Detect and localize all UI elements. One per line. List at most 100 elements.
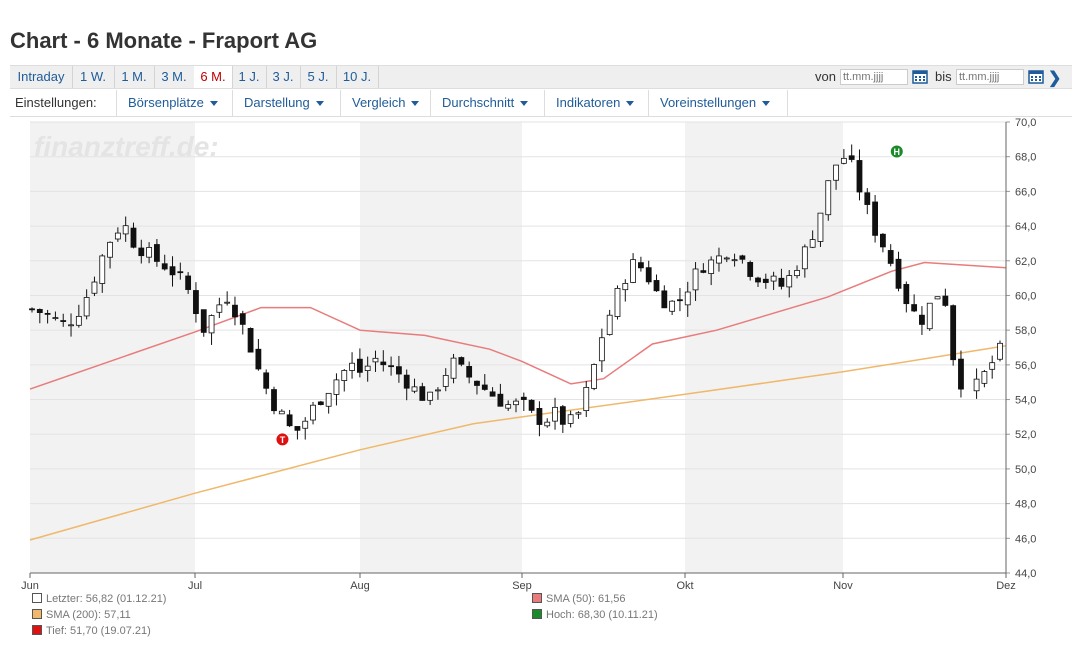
menu-vergleich[interactable]: Vergleich bbox=[340, 90, 430, 116]
candle-body bbox=[833, 164, 839, 181]
caret-down-icon bbox=[520, 101, 529, 107]
y-tick-label: 54,0 bbox=[1015, 395, 1036, 407]
candle-body bbox=[317, 401, 324, 405]
tab-1m[interactable]: 1 M. bbox=[114, 66, 155, 88]
y-tick-label: 70,0 bbox=[1015, 118, 1036, 129]
candle-body bbox=[794, 270, 800, 277]
legend-last: Letzter: 56,82 (01.12.21) bbox=[32, 593, 166, 605]
candle-body bbox=[630, 259, 636, 283]
tab-1j[interactable]: 1 J. bbox=[232, 66, 267, 88]
candle-body bbox=[60, 320, 67, 322]
candle-body bbox=[692, 268, 699, 291]
tab-1w[interactable]: 1 W. bbox=[72, 66, 115, 88]
candle-body bbox=[419, 386, 426, 401]
candle-body bbox=[333, 379, 340, 395]
x-tick-label: Dez bbox=[996, 580, 1016, 592]
legend-text: SMA (200): 57,11 bbox=[46, 609, 131, 621]
to-label: bis bbox=[935, 69, 952, 84]
low-marker bbox=[275, 432, 290, 447]
legend-swatch bbox=[32, 609, 42, 619]
tab-intraday[interactable]: Intraday bbox=[10, 66, 73, 88]
candle-body bbox=[278, 410, 285, 415]
candle-body bbox=[224, 301, 231, 304]
x-tick-label: Okt bbox=[676, 580, 693, 592]
candle-body bbox=[817, 212, 824, 242]
candle-body bbox=[981, 371, 988, 384]
calendar-icon[interactable] bbox=[912, 69, 928, 84]
y-tick-label: 50,0 bbox=[1015, 464, 1036, 476]
candle-body bbox=[575, 412, 582, 415]
caret-down-icon bbox=[411, 101, 420, 107]
candle-body bbox=[474, 380, 480, 386]
x-tick-label: Aug bbox=[350, 580, 370, 592]
candle-body bbox=[677, 299, 683, 302]
tab-10j[interactable]: 10 J. bbox=[336, 66, 379, 88]
menu-indikatoren[interactable]: Indikatoren bbox=[544, 90, 648, 116]
candle-body bbox=[99, 255, 106, 284]
month-band bbox=[685, 122, 843, 573]
candle-body bbox=[809, 239, 816, 248]
candle-body bbox=[177, 271, 184, 274]
legend-swatch bbox=[32, 593, 42, 603]
legend-text: SMA (50): 61,56 bbox=[546, 593, 626, 605]
y-tick-label: 62,0 bbox=[1015, 256, 1036, 268]
legend-swatch bbox=[32, 625, 42, 635]
menu-durchschnitt[interactable]: Durchschnitt bbox=[430, 90, 544, 116]
tab-6m[interactable]: 6 M. bbox=[194, 66, 233, 88]
candle-body bbox=[856, 160, 863, 193]
menu-label: Voreinstellungen bbox=[660, 95, 757, 110]
candle-body bbox=[325, 392, 332, 407]
y-tick-label: 58,0 bbox=[1015, 325, 1036, 337]
candle-body bbox=[169, 266, 176, 276]
x-tick-label: Nov bbox=[833, 580, 853, 592]
candle-body bbox=[146, 247, 152, 258]
candle-body bbox=[552, 406, 558, 422]
to-date-input[interactable] bbox=[956, 69, 1024, 85]
calendar-icon[interactable] bbox=[1028, 69, 1044, 84]
chevron-right-icon[interactable]: ❯ bbox=[1048, 70, 1062, 87]
candle-body bbox=[801, 246, 808, 270]
y-tick-label: 64,0 bbox=[1015, 221, 1036, 233]
tab-3m[interactable]: 3 M. bbox=[154, 66, 195, 88]
candle-body bbox=[887, 250, 894, 264]
candle-body bbox=[497, 393, 504, 407]
candle-body bbox=[75, 315, 82, 326]
candle-body bbox=[606, 314, 613, 335]
candle-body bbox=[653, 280, 660, 292]
candle-body bbox=[950, 305, 957, 361]
candle-body bbox=[286, 414, 293, 427]
candle-body bbox=[216, 304, 223, 313]
candle-body bbox=[614, 287, 621, 317]
candle-body bbox=[825, 180, 832, 216]
from-date-input[interactable] bbox=[840, 69, 908, 85]
candle-body bbox=[934, 296, 941, 300]
legend-sma50: SMA (50): 61,56 bbox=[532, 593, 626, 605]
candle-body bbox=[708, 259, 715, 274]
tab-3j[interactable]: 3 J. bbox=[266, 66, 301, 88]
candle-body bbox=[130, 227, 137, 248]
y-tick-label: 44,0 bbox=[1015, 568, 1036, 580]
candle-body bbox=[700, 270, 707, 273]
candle-body bbox=[388, 365, 394, 368]
candle-body bbox=[44, 312, 51, 315]
candle-body bbox=[872, 201, 878, 236]
candle-body bbox=[411, 386, 418, 392]
candle-body bbox=[154, 244, 160, 262]
candle-body bbox=[239, 313, 246, 325]
tab-5j[interactable]: 5 J. bbox=[300, 66, 337, 88]
legend-low: Tief: 51,70 (19.07.21) bbox=[32, 625, 151, 637]
legend-swatch bbox=[532, 593, 542, 603]
x-tick-label: Sep bbox=[512, 580, 532, 592]
candle-body bbox=[669, 300, 676, 312]
month-band bbox=[360, 122, 522, 573]
price-chart: finanztreff.de: T H 70,0 68,0 66,0 64,0 62,0 6… bbox=[21, 118, 1036, 592]
menu-darstellung[interactable]: Darstellung bbox=[232, 90, 340, 116]
caret-down-icon bbox=[315, 101, 324, 107]
menu-voreinstellungen[interactable]: Voreinstellungen bbox=[648, 90, 788, 116]
candle-body bbox=[364, 365, 371, 371]
y-tick-label: 52,0 bbox=[1015, 429, 1036, 441]
legend-text: Hoch: 68,30 (10.11.21) bbox=[546, 609, 658, 621]
menu-boersenplaetze[interactable]: Börsenplätze bbox=[116, 90, 232, 116]
low-marker-label: T bbox=[280, 435, 286, 445]
candle-body bbox=[466, 366, 473, 378]
